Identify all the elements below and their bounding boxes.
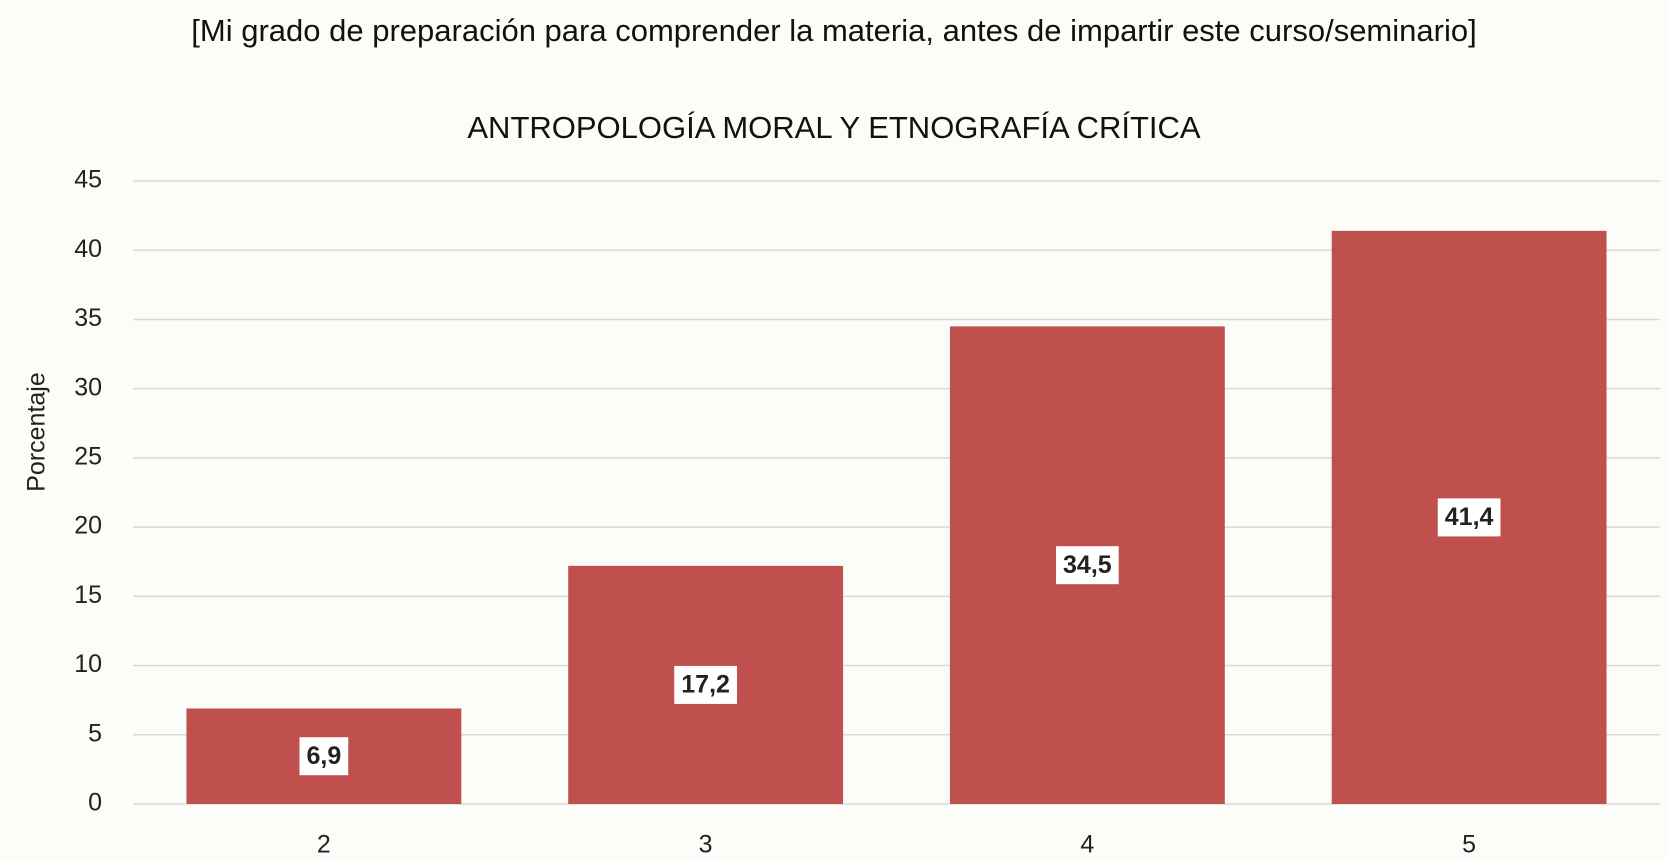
chart-subtitle: ANTROPOLOGÍA MORAL Y ETNOGRAFÍA CRÍTICA	[467, 110, 1201, 145]
data-label: 17,2	[681, 671, 730, 699]
data-label-box	[299, 737, 349, 776]
data-label: 41,4	[1445, 503, 1494, 531]
data-label: 34,5	[1063, 551, 1112, 579]
x-tick-label: 3	[699, 831, 713, 859]
y-tick-label: 45	[74, 166, 102, 194]
y-tick-label: 40	[74, 235, 102, 263]
data-label-box	[674, 665, 737, 704]
x-tick-label: 4	[1080, 831, 1094, 859]
y-tick-label: 25	[74, 442, 102, 470]
y-tick-label: 15	[74, 581, 102, 609]
data-label-group: 17,2	[674, 665, 737, 704]
data-label: 6,9	[306, 742, 341, 770]
x-tick-label: 5	[1462, 831, 1476, 859]
y-tick-label: 20	[74, 512, 102, 540]
data-label-group: 6,9	[299, 737, 349, 776]
y-tick-label: 35	[74, 304, 102, 332]
y-tick-label: 5	[88, 719, 102, 747]
y-tick-label: 10	[74, 650, 102, 678]
y-tick-label: 30	[74, 373, 102, 401]
data-label-group: 41,4	[1437, 498, 1501, 537]
data-label-box	[1056, 546, 1119, 585]
chart-title: [Mi grado de preparación para comprender…	[191, 13, 1477, 48]
x-tick-label: 2	[317, 831, 331, 859]
data-label-box	[1437, 498, 1501, 537]
y-axis-label: Porcentaje	[23, 372, 51, 492]
data-label-group: 34,5	[1056, 546, 1119, 585]
y-tick-label: 0	[88, 789, 102, 817]
